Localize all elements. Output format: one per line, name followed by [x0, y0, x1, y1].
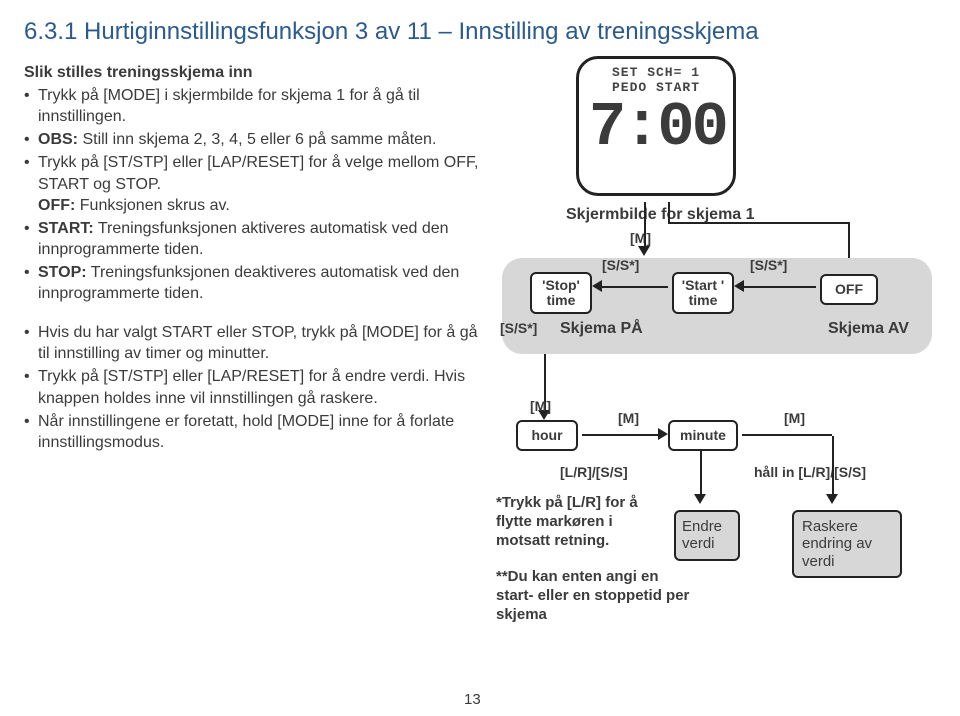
flow-line [596, 286, 668, 288]
hour-box: hour [516, 420, 578, 451]
text: Funksjonen skrus av. [75, 197, 229, 214]
ss-label: [S/S*] [750, 257, 787, 273]
change-value-box: Endre verdi [674, 510, 740, 561]
bullet-item: Når innstillingene er foretatt, hold [MO… [24, 411, 484, 453]
bullet-item: START: Treningsfunksjonen aktiveres auto… [24, 218, 484, 260]
arrow-left-icon [734, 280, 744, 292]
flow-line [668, 202, 670, 222]
text: Trykk på [ST/STP] eller [LAP/RESET] for … [38, 154, 478, 192]
text: Still inn skjema 2, 3, 4, 5 eller 6 på s… [78, 131, 436, 148]
bullet-item: Hvis du har valgt START eller STOP, tryk… [24, 322, 484, 364]
bold-label: OFF: [38, 197, 75, 214]
flow-line [582, 434, 664, 436]
lrss-label: [L/R]/[S/S] [560, 464, 628, 480]
page-number: 13 [464, 691, 481, 708]
bold-label: OBS: [38, 131, 78, 148]
arrow-down-icon [694, 494, 706, 504]
m-label: [M] [630, 230, 651, 246]
bullet-list-1: Trykk på [MODE] i skjermbilde for skjema… [24, 85, 484, 304]
schema-off-label: Skjema AV [828, 320, 909, 338]
text: time [689, 292, 718, 308]
minute-box: minute [668, 420, 738, 451]
right-column: SET SCH= 1 PEDO START 7:00 Skjermbilde f… [496, 62, 936, 455]
ss-label: [S/S*] [602, 257, 639, 273]
arrow-left-icon [592, 280, 602, 292]
text: 'Start ' [682, 277, 724, 293]
arrow-down-icon [826, 494, 838, 504]
m-label: [M] [618, 410, 639, 426]
flow-line [832, 436, 834, 496]
watch-time: 7:00 [589, 99, 723, 158]
stop-box: 'Stop' time [530, 272, 592, 314]
bullet-item: Trykk på [ST/STP] eller [LAP/RESET] for … [24, 152, 484, 215]
m-label: [M] [784, 410, 805, 426]
arrow-down-icon [638, 246, 650, 256]
faster-change-box: Raskere endring av verdi [792, 510, 902, 578]
state-panel: [S/S*] [S/S*] [S/S*] 'Stop' time 'Start … [502, 258, 932, 354]
flow-line [644, 202, 646, 248]
flow-line [738, 286, 816, 288]
text: time [547, 292, 576, 308]
footnote-2: **Du kan enten angi en start- eller en s… [496, 568, 696, 624]
bullet-list-2: Hvis du har valgt START eller STOP, tryk… [24, 322, 484, 453]
bold-label: STOP: [38, 264, 87, 281]
section-heading: 6.3.1 Hurtiginnstillingsfunksjon 3 av 11… [24, 18, 936, 46]
flow-line [742, 434, 832, 436]
flow-line [700, 450, 702, 496]
watch-display: SET SCH= 1 PEDO START 7:00 [576, 56, 736, 196]
subtitle: Slik stilles treningsskjema inn [24, 62, 484, 83]
text: 'Stop' [542, 277, 580, 293]
arrow-right-icon [658, 428, 668, 440]
hold-label: håll in [L/R]/[S/S] [754, 464, 866, 480]
m-label: [M] [530, 398, 551, 414]
text: Treningsfunksjonen deaktiveres automatis… [38, 264, 459, 302]
start-box: 'Start ' time [672, 272, 734, 314]
bold-label: START: [38, 220, 94, 237]
bullet-item: Trykk på [MODE] i skjermbilde for skjema… [24, 85, 484, 127]
text: Treningsfunksjonen aktiveres automatisk … [38, 220, 449, 258]
footnote-1: *Trykk på [L/R] for å flytte markøren i … [496, 494, 666, 550]
bullet-item: STOP: Treningsfunksjonen deaktiveres aut… [24, 262, 484, 304]
bullet-item: Trykk på [ST/STP] eller [LAP/RESET] for … [24, 366, 484, 408]
left-column: Slik stilles treningsskjema inn Trykk på… [24, 62, 484, 455]
watch-line1: SET SCH= 1 [589, 65, 723, 80]
off-box: OFF [820, 274, 878, 305]
flow-line [668, 222, 850, 224]
ss-label: [S/S*] [500, 320, 537, 336]
schema-on-label: Skjema PÅ [560, 320, 643, 338]
bullet-item: OBS: Still inn skjema 2, 3, 4, 5 eller 6… [24, 129, 484, 150]
